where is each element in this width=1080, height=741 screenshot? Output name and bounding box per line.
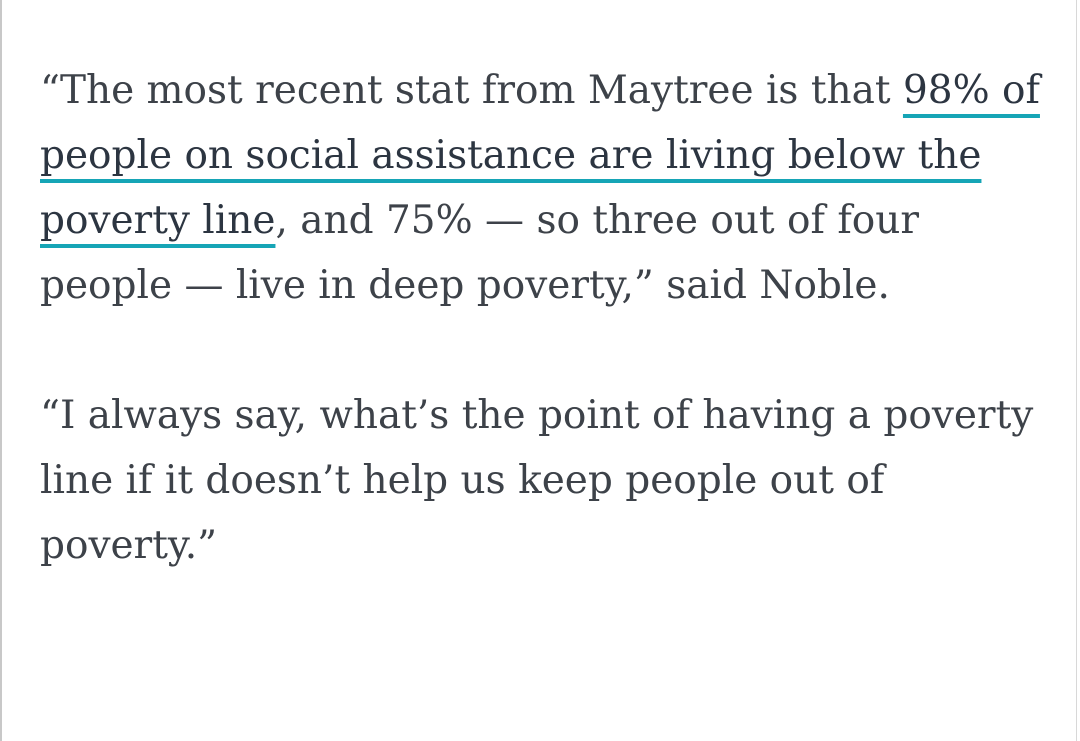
article-body: “The most recent stat from Maytree is th… <box>40 58 1040 643</box>
paragraph-text: , and 75% — so three out of four people … <box>40 198 919 308</box>
maytree-stat-link[interactable]: 98% of people on social assistance are l… <box>40 68 1040 243</box>
paragraph-quote-poverty-line: “I always say, what’s the point of havin… <box>40 393 1034 568</box>
paragraph-quote-stat: “The most recent stat from Maytree is th… <box>40 58 1040 318</box>
paragraph-text: “The most recent stat from Maytree is th… <box>40 68 903 113</box>
